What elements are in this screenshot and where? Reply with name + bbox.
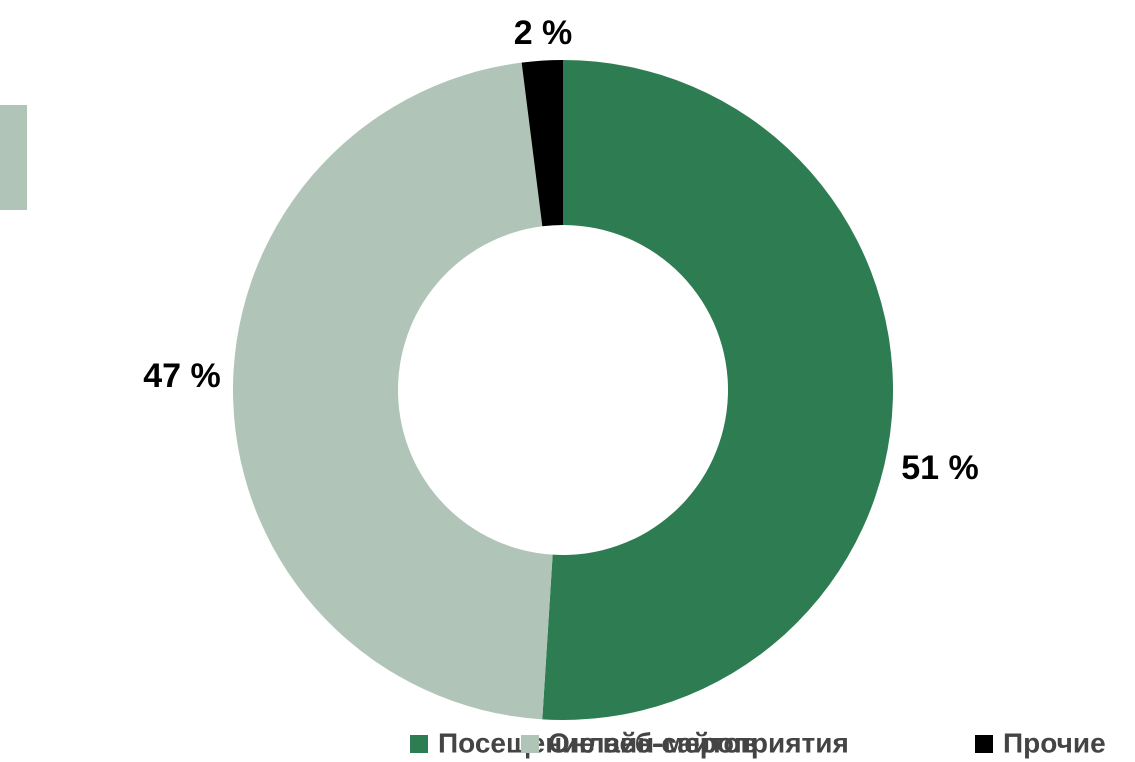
legend-label: Прочие	[1003, 727, 1106, 758]
legend-label: Посещение веб-сайтов	[438, 727, 758, 758]
legend-swatch	[975, 735, 993, 753]
decoration	[0, 105, 27, 210]
donut-slice	[233, 62, 553, 720]
donut-slice	[521, 60, 563, 227]
value-label: 47 %	[143, 357, 221, 395]
value-label: 2 %	[514, 14, 573, 52]
value-label: 51 %	[901, 449, 979, 487]
donut-slice	[542, 60, 894, 720]
legend-swatch	[410, 735, 428, 753]
legend-swatch	[521, 735, 539, 753]
legend-label: Онлайн-мероприятия	[548, 727, 849, 758]
